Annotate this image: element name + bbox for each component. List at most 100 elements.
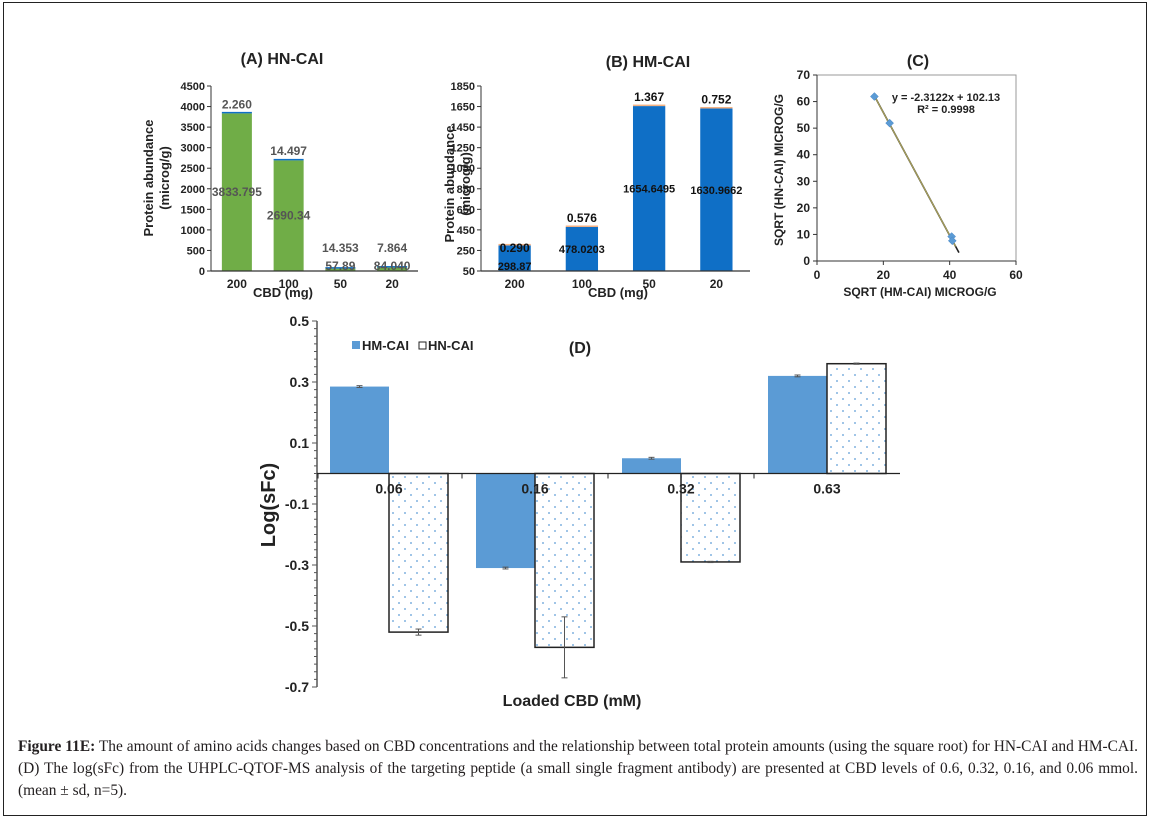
legend-label-hn-cai: HN-CAI — [428, 338, 474, 353]
panel-a-ylabel-1: Protein abundance — [141, 119, 156, 236]
y-tick-label: 0.1 — [290, 435, 310, 451]
bar-top-label: 14.353 — [322, 241, 359, 255]
x-tick-label: 20 — [877, 268, 891, 282]
bar-base-label: 3833.795 — [212, 185, 262, 199]
x-tick-label: 200 — [505, 277, 525, 291]
y-tick-label: 1450 — [451, 122, 475, 134]
bar-top — [273, 158, 304, 161]
x-tick-label: 0.06 — [375, 481, 402, 497]
x-tick-label: 0.32 — [667, 481, 694, 497]
y-tick-label: 450 — [457, 225, 475, 237]
y-tick-label: -0.3 — [285, 557, 309, 573]
bar-top — [565, 225, 599, 228]
bar-base — [377, 267, 408, 271]
panel-c-chart: (C) 0 10 20 30 40 50 60 70 0 20 40 60 y = -2.3122x … — [772, 53, 1023, 299]
caption-text: The amount of amino acids changes based … — [18, 738, 1138, 799]
y-tick-label: 2500 — [181, 163, 205, 175]
x-tick-label: 50 — [642, 277, 656, 291]
y-tick-label: 70 — [797, 68, 811, 82]
bar-hm-cai — [768, 375, 827, 474]
y-tick-label: 10 — [797, 227, 811, 241]
y-tick-label: 50 — [463, 266, 475, 278]
bar-base — [498, 245, 531, 271]
bar-hm-cai — [476, 473, 535, 569]
y-tick-label: 0.3 — [290, 374, 310, 390]
y-tick-label: -0.5 — [285, 618, 309, 634]
y-tick-label: 3000 — [181, 143, 205, 155]
scatter-point — [885, 118, 894, 128]
y-tick-label: 1650 — [451, 102, 475, 114]
legend-swatch-hn-cai — [418, 341, 427, 350]
bar-base-label: 478.0203 — [559, 244, 605, 256]
panel-d-legend: HM-CAI HN-CAI — [352, 338, 474, 353]
trendline-overlay — [873, 95, 957, 247]
x-tick-label: 20 — [385, 277, 399, 291]
y-tick-label: 0 — [803, 254, 810, 268]
x-tick-label: 0.16 — [521, 481, 548, 497]
bar-base — [273, 160, 304, 271]
y-tick-label: -0.7 — [285, 679, 309, 695]
panel-a-xlabel: CBD (mg) — [253, 285, 313, 300]
bar-hm-cai — [330, 386, 389, 474]
panel-d-chart: (D) HM-CAI HN-CAI -0.7 -0.5 -0.3 -0.1 0.1 0.3… — [258, 313, 900, 710]
y-tick-label: 650 — [457, 204, 475, 216]
bar-base-label: 1654.6495 — [623, 184, 675, 196]
figure-canvas: (A) HN-CAI 05001000150020002500300035004… — [141, 51, 1023, 710]
caption-label: Figure 11E: — [18, 738, 96, 755]
panel-c-ylabel: SQRT (HN-CAI) MICROG/G — [772, 94, 786, 246]
y-tick-label: -0.1 — [285, 496, 309, 512]
panel-d-ylabel: Log(sFc) — [258, 463, 280, 547]
y-tick-label: 850 — [457, 184, 475, 196]
panel-a-title: (A) HN-CAI — [241, 51, 324, 68]
x-tick-label: 0.63 — [813, 481, 840, 497]
figure-caption: Figure 11E: The amount of amino acids ch… — [18, 736, 1138, 802]
y-tick-label: 40 — [797, 148, 811, 162]
y-tick-label: 2000 — [181, 184, 205, 196]
legend-swatch-hm-cai — [352, 341, 360, 349]
y-tick-label: 0.5 — [290, 313, 310, 329]
bar-top-label: 0.752 — [701, 92, 731, 106]
bar-base-label: 1630.9662 — [690, 185, 742, 197]
bar-top — [377, 266, 408, 268]
panel-c-xlabel: SQRT (HM-CAI) MICROG/G — [843, 285, 996, 299]
y-tick-label: 500 — [187, 245, 205, 257]
panel-b-ylabel-2: (microg/g) — [458, 152, 473, 216]
x-tick-label: 50 — [334, 277, 348, 291]
y-tick-label: 60 — [797, 95, 811, 109]
x-tick-label: 40 — [943, 268, 957, 282]
bar-top-label: 1.367 — [634, 90, 664, 104]
y-tick-label: 1850 — [451, 81, 475, 93]
y-tick-label: 50 — [797, 121, 811, 135]
bar-base — [325, 268, 356, 271]
figure-frame — [3, 2, 1147, 816]
y-tick-label: 1000 — [181, 225, 205, 237]
legend-label-hm-cai: HM-CAI — [362, 338, 409, 353]
bar-top — [700, 107, 733, 109]
y-tick-label: 1050 — [451, 163, 475, 175]
bar-hn-cai — [826, 362, 887, 475]
panel-a-chart: (A) HN-CAI 0 500 1000 1500 2000 2500 3000 3500 4… — [141, 51, 418, 300]
panel-a-ylabel-2: (microg/g) — [157, 146, 172, 210]
panel-d-title: (D) — [569, 340, 591, 357]
panel-c-r2: R² = 0.9998 — [917, 104, 975, 116]
bar-base-label: 84.040 — [374, 259, 411, 273]
scatter-point — [947, 236, 957, 246]
bar-top-label: 7.864 — [377, 241, 407, 255]
y-tick-label: 4000 — [181, 102, 205, 114]
x-tick-label: 200 — [227, 277, 247, 291]
y-tick-label: 0 — [199, 266, 205, 278]
panel-c-equation: y = -2.3122x + 102.13 — [892, 92, 1000, 104]
bar-base-label: 57.89 — [325, 259, 355, 273]
x-tick-label: 60 — [1009, 268, 1023, 282]
panel-c-title: (C) — [907, 53, 929, 70]
panel-b-xlabel: CBD (mg) — [588, 285, 648, 300]
bar-top — [632, 104, 666, 107]
bar-top — [498, 243, 531, 246]
bar-base — [632, 106, 666, 271]
bar-base-label: 298.87 — [498, 261, 532, 273]
y-tick-label: 30 — [797, 174, 811, 188]
bar-top-label: 2.260 — [222, 97, 252, 111]
bar-base-label: 2690.34 — [267, 209, 311, 223]
bar-top — [221, 111, 252, 114]
bar-top-label: 0.290 — [500, 241, 530, 255]
